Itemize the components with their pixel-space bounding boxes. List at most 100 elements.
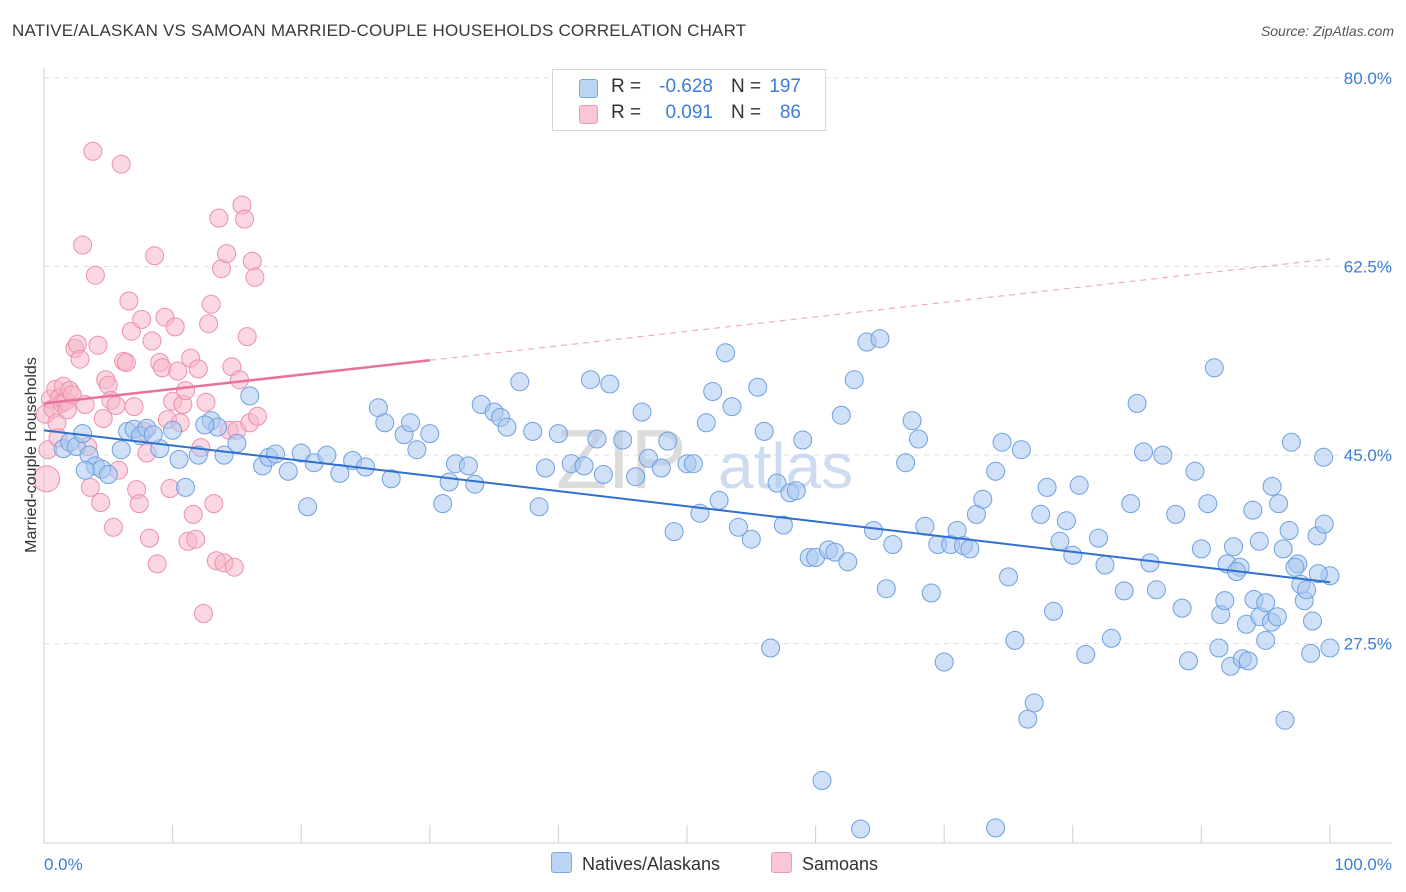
samoans-point	[85, 265, 105, 285]
natives-point	[1011, 440, 1031, 460]
natives-point	[1089, 528, 1108, 548]
natives-point	[1243, 500, 1263, 520]
natives-point	[658, 431, 678, 451]
trend-lines	[43, 258, 1331, 584]
samoans-point	[183, 504, 203, 524]
natives-point	[1179, 651, 1198, 671]
natives-point	[1185, 461, 1205, 481]
natives-point	[999, 567, 1018, 587]
stats-row-samoans: R = 0.091 N = 86	[553, 101, 825, 127]
natives-point	[1209, 638, 1229, 658]
natives-point	[169, 449, 189, 469]
samoans-trend-line	[43, 359, 430, 405]
natives-point	[497, 417, 517, 437]
samoans-point	[132, 309, 152, 329]
natives-point	[163, 420, 183, 440]
natives-point	[1024, 693, 1044, 713]
natives-point	[651, 458, 671, 478]
natives-point	[433, 494, 453, 514]
natives-point	[536, 458, 555, 478]
samoans-legend-swatch	[771, 852, 792, 873]
natives-point	[683, 454, 703, 474]
natives-point	[375, 413, 395, 433]
natives-point	[1037, 477, 1057, 497]
natives-point	[317, 445, 337, 465]
samoans-point	[245, 267, 265, 287]
natives-point	[876, 579, 896, 599]
samoans-point	[106, 396, 126, 415]
natives-point	[278, 461, 298, 481]
natives-point	[1297, 580, 1317, 600]
natives-point	[1314, 514, 1334, 534]
natives-point	[1301, 643, 1321, 663]
natives-point	[825, 542, 845, 562]
natives-point	[767, 473, 787, 493]
y-tick-label: 27.5%	[1344, 635, 1392, 654]
x-tick-label: 0.0%	[44, 855, 83, 874]
natives-point	[1114, 581, 1134, 601]
natives-points	[53, 329, 1340, 839]
natives-point	[574, 456, 594, 476]
natives-point	[143, 425, 163, 445]
natives-point	[1191, 539, 1211, 559]
n-label: N =	[731, 76, 762, 97]
stats-row-natives: R = -0.628 N = 197	[553, 75, 825, 101]
natives-point	[587, 429, 607, 449]
samoans-point	[237, 327, 257, 347]
samoans-point	[168, 361, 188, 381]
samoans-point	[142, 331, 162, 351]
natives-point	[548, 424, 568, 444]
samoans-point	[196, 392, 216, 412]
natives-point	[439, 472, 459, 492]
r-value: -0.628	[659, 76, 713, 97]
natives-point	[1127, 393, 1147, 413]
tick-labels: 80.0% 62.5% 45.0% 27.5% 0.0% 100.0%	[44, 69, 1392, 874]
natives-point	[465, 474, 485, 494]
samoans-point	[33, 465, 61, 493]
natives-point	[1308, 564, 1328, 584]
natives-point	[992, 432, 1012, 452]
natives-point	[1031, 504, 1051, 524]
natives-point	[1153, 445, 1173, 465]
natives-point	[838, 552, 858, 572]
natives-point	[1069, 475, 1089, 495]
samoans-point	[145, 246, 165, 266]
natives-point	[864, 521, 883, 540]
natives-point	[1215, 591, 1235, 611]
natives-point	[600, 374, 620, 394]
natives-point	[240, 386, 260, 406]
samoans-swatch	[579, 105, 598, 124]
y-tick-label: 45.0%	[1344, 446, 1392, 465]
samoans-point	[248, 406, 267, 426]
natives-point	[973, 489, 993, 509]
samoans-point	[124, 397, 144, 417]
natives-trend-line	[43, 429, 1331, 584]
samoans-point	[188, 359, 208, 379]
natives-point	[1279, 521, 1299, 540]
natives-point	[1224, 537, 1243, 557]
natives-point	[638, 448, 658, 468]
natives-point	[754, 421, 774, 441]
natives-point	[266, 444, 285, 464]
samoans-point	[235, 209, 255, 229]
natives-point	[1256, 593, 1276, 613]
natives-point	[1269, 494, 1289, 514]
natives-point	[581, 370, 600, 390]
natives-point	[934, 652, 954, 672]
samoans-points	[33, 141, 267, 623]
natives-point	[812, 771, 832, 790]
samoans-legend-label: Samoans	[802, 854, 879, 874]
samoans-point	[204, 494, 224, 514]
samoans-point	[242, 251, 262, 271]
legend-item-samoans[interactable]: Samoans	[771, 852, 878, 876]
legend-item-natives[interactable]: Natives/Alaskans	[551, 852, 720, 876]
samoans-point	[152, 358, 172, 378]
natives-point	[831, 405, 851, 425]
natives-point	[722, 397, 742, 417]
natives-point	[1076, 644, 1096, 664]
samoans-point	[217, 244, 237, 264]
samoans-point	[80, 477, 100, 497]
samoans-point	[93, 409, 113, 428]
natives-point	[227, 433, 247, 453]
samoans-point	[147, 554, 167, 574]
